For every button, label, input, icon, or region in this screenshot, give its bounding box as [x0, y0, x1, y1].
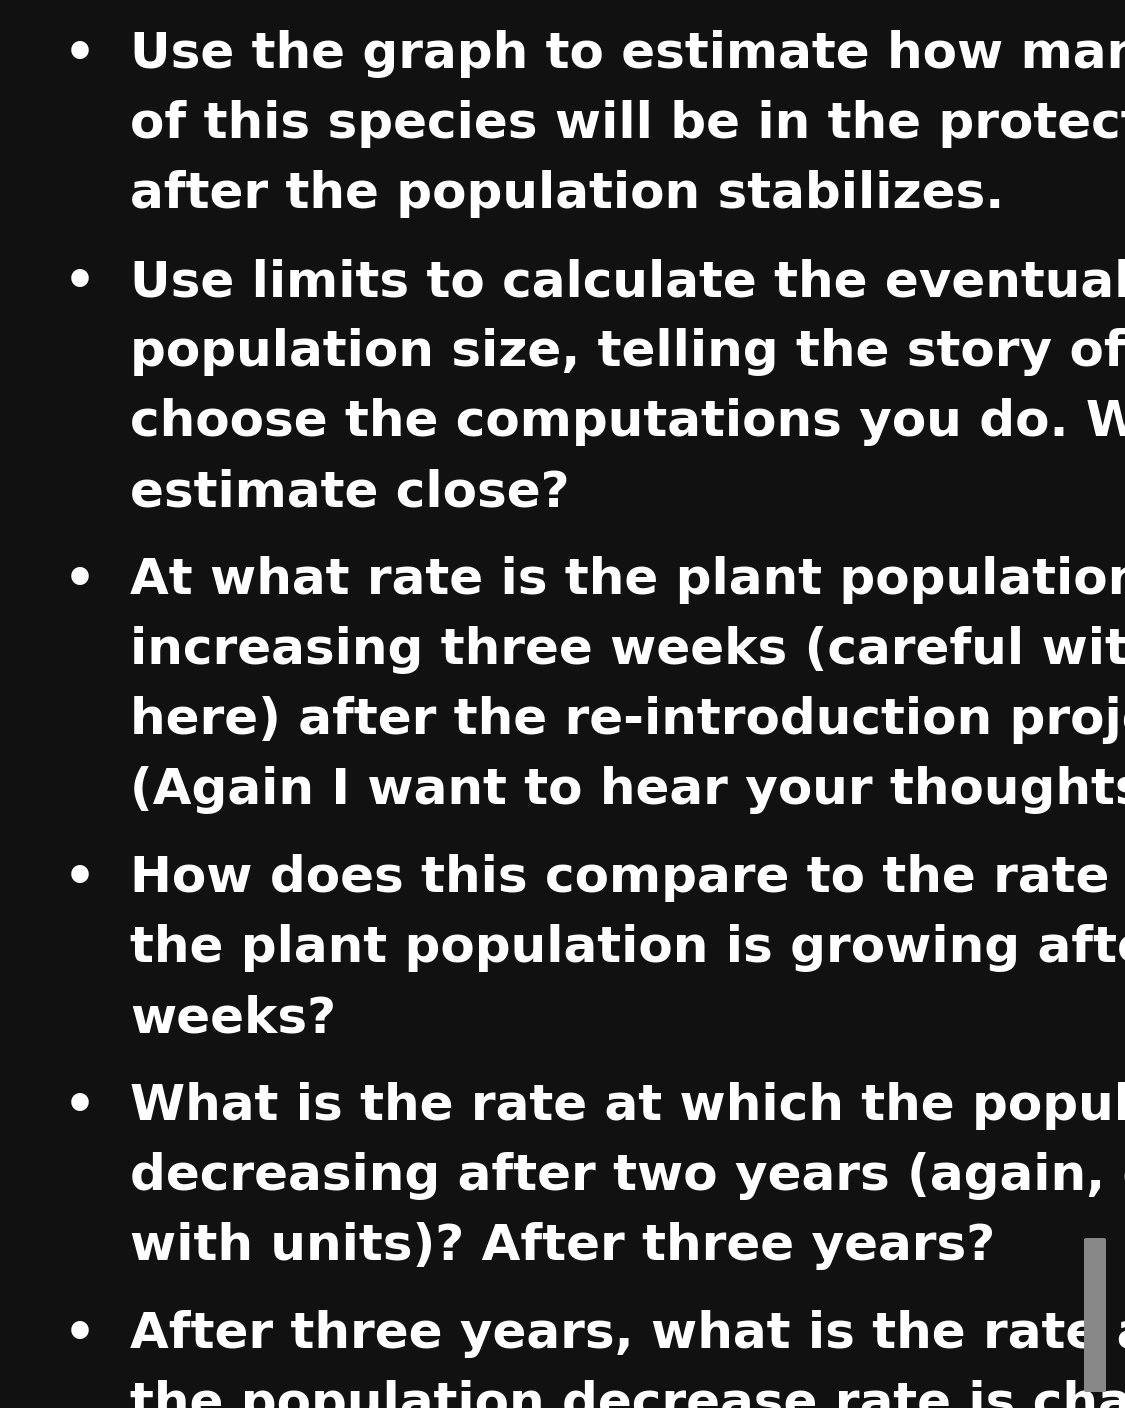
- Text: the plant population is growing after ten: the plant population is growing after te…: [130, 925, 1125, 973]
- Text: the population decrease rate is changing?: the population decrease rate is changing…: [130, 1380, 1125, 1408]
- Text: •: •: [64, 556, 96, 604]
- Text: At what rate is the plant population: At what rate is the plant population: [130, 556, 1125, 604]
- Text: After three years, what is the rate at which: After three years, what is the rate at w…: [130, 1311, 1125, 1359]
- Text: What is the rate at which the population is: What is the rate at which the population…: [130, 1083, 1125, 1131]
- FancyBboxPatch shape: [1084, 1238, 1106, 1393]
- Text: •: •: [64, 1311, 96, 1359]
- Text: increasing three weeks (careful with units: increasing three weeks (careful with uni…: [130, 627, 1125, 674]
- Text: How does this compare to the rate at which: How does this compare to the rate at whi…: [130, 855, 1125, 903]
- Text: after the population stabilizes.: after the population stabilizes.: [130, 170, 1005, 218]
- Text: population size, telling the story of how you: population size, telling the story of ho…: [130, 328, 1125, 376]
- Text: choose the computations you do. Was your: choose the computations you do. Was your: [130, 398, 1125, 446]
- Text: Use the graph to estimate how many plants: Use the graph to estimate how many plant…: [130, 31, 1125, 79]
- Text: •: •: [64, 259, 96, 307]
- Text: •: •: [64, 855, 96, 903]
- Text: here) after the re-introduction project?: here) after the re-introduction project?: [130, 697, 1125, 745]
- Text: •: •: [64, 1083, 96, 1131]
- Text: (Again I want to hear your thoughts here!): (Again I want to hear your thoughts here…: [130, 766, 1125, 814]
- Text: estimate close?: estimate close?: [130, 469, 569, 517]
- Text: of this species will be in the protected site: of this species will be in the protected…: [130, 100, 1125, 148]
- Text: with units)? After three years?: with units)? After three years?: [130, 1222, 996, 1270]
- Text: Use limits to calculate the eventual stable: Use limits to calculate the eventual sta…: [130, 259, 1125, 307]
- Text: •: •: [64, 31, 96, 79]
- Text: decreasing after two years (again, careful: decreasing after two years (again, caref…: [130, 1152, 1125, 1201]
- Text: weeks?: weeks?: [130, 994, 336, 1042]
